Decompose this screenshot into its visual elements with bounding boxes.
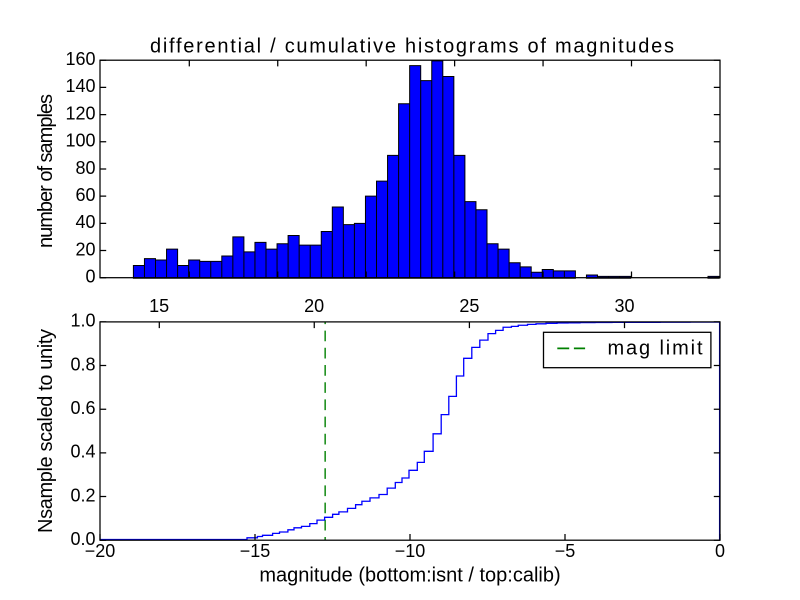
svg-text:0.8: 0.8 [70, 354, 95, 374]
svg-text:−10: −10 [395, 541, 426, 561]
svg-text:25: 25 [459, 296, 479, 316]
svg-text:Nsample scaled to unity: Nsample scaled to unity [35, 329, 57, 533]
svg-text:60: 60 [75, 185, 95, 205]
svg-text:−5: −5 [555, 541, 576, 561]
svg-text:0.2: 0.2 [70, 485, 95, 505]
svg-text:number of samples: number of samples [35, 94, 57, 248]
svg-text:100: 100 [65, 131, 95, 151]
svg-text:differential / cumulative hist: differential / cumulative histograms of … [150, 36, 674, 58]
svg-text:140: 140 [65, 76, 95, 96]
svg-text:1.0: 1.0 [70, 311, 95, 331]
svg-text:0: 0 [85, 267, 95, 287]
svg-text:80: 80 [75, 158, 95, 178]
svg-text:40: 40 [75, 212, 95, 232]
svg-text:magnitude (bottom:isnt / top:c: magnitude (bottom:isnt / top:calib) [259, 565, 560, 587]
svg-text:−15: −15 [240, 541, 271, 561]
svg-text:120: 120 [65, 103, 95, 123]
svg-text:20: 20 [75, 239, 95, 259]
svg-text:0.4: 0.4 [70, 442, 95, 462]
svg-text:−20: −20 [85, 541, 116, 561]
svg-text:0.0: 0.0 [70, 529, 95, 549]
svg-text:20: 20 [304, 296, 324, 316]
svg-text:mag limit: mag limit [608, 338, 703, 360]
svg-text:0.6: 0.6 [70, 398, 95, 418]
svg-text:160: 160 [65, 49, 95, 69]
svg-text:15: 15 [149, 296, 169, 316]
svg-text:30: 30 [614, 296, 634, 316]
svg-text:0: 0 [715, 541, 725, 561]
